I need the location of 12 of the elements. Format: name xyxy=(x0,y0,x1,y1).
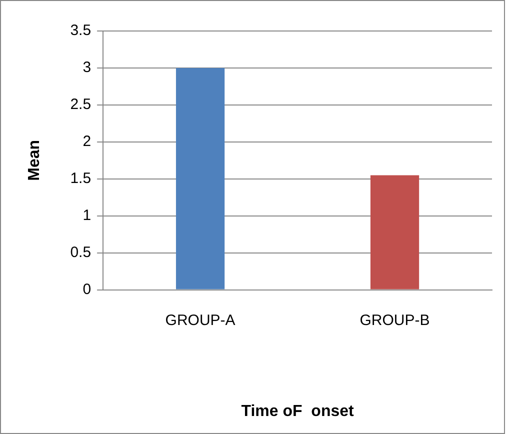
y-tick-label: 0 xyxy=(82,280,92,298)
y-tick-label: 3 xyxy=(82,59,92,76)
y-tick-label: 3.5 xyxy=(70,22,92,40)
y-tick-label: 2.5 xyxy=(70,96,92,114)
x-axis-title: Time oF onset xyxy=(241,402,355,420)
y-tick-label: 1 xyxy=(82,207,92,224)
y-tick-label: 2 xyxy=(82,133,92,150)
y-tick-label: 0.5 xyxy=(70,244,92,261)
y-tick-label: 1.5 xyxy=(70,170,92,188)
x-tick-label: GROUP-B xyxy=(360,312,430,329)
x-tick-label: GROUP-A xyxy=(165,312,236,329)
y-axis-title: Mean xyxy=(26,140,44,181)
